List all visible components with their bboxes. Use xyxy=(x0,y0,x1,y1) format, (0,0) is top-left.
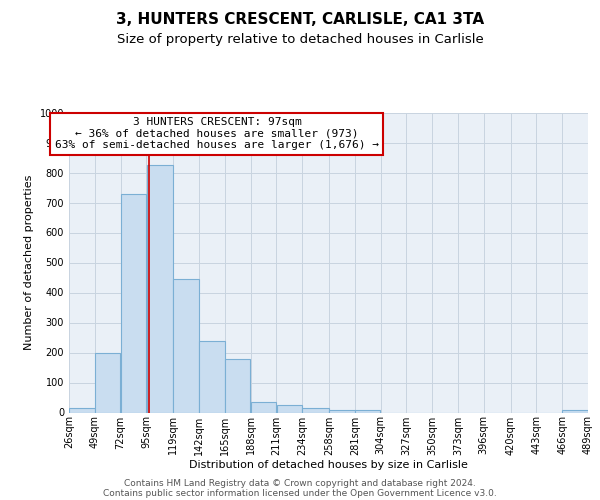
Bar xyxy=(225,359,250,412)
Y-axis label: Number of detached properties: Number of detached properties xyxy=(24,175,34,350)
Bar xyxy=(121,194,146,412)
Bar xyxy=(355,410,380,412)
Bar xyxy=(277,405,302,412)
Text: 3, HUNTERS CRESCENT, CARLISLE, CA1 3TA: 3, HUNTERS CRESCENT, CARLISLE, CA1 3TA xyxy=(116,12,484,28)
Bar xyxy=(173,279,199,412)
Text: 3 HUNTERS CRESCENT: 97sqm
← 36% of detached houses are smaller (973)
63% of semi: 3 HUNTERS CRESCENT: 97sqm ← 36% of detac… xyxy=(55,117,379,150)
Bar xyxy=(562,410,588,412)
Text: Size of property relative to detached houses in Carlisle: Size of property relative to detached ho… xyxy=(116,32,484,46)
Text: Contains HM Land Registry data © Crown copyright and database right 2024.: Contains HM Land Registry data © Crown c… xyxy=(124,478,476,488)
Bar xyxy=(95,354,121,412)
Bar xyxy=(302,408,329,412)
Bar xyxy=(251,402,276,412)
Bar xyxy=(199,342,224,412)
Bar xyxy=(329,410,355,412)
Bar xyxy=(69,408,95,412)
Text: Contains public sector information licensed under the Open Government Licence v3: Contains public sector information licen… xyxy=(103,488,497,498)
Bar xyxy=(146,165,173,412)
X-axis label: Distribution of detached houses by size in Carlisle: Distribution of detached houses by size … xyxy=(189,460,468,470)
